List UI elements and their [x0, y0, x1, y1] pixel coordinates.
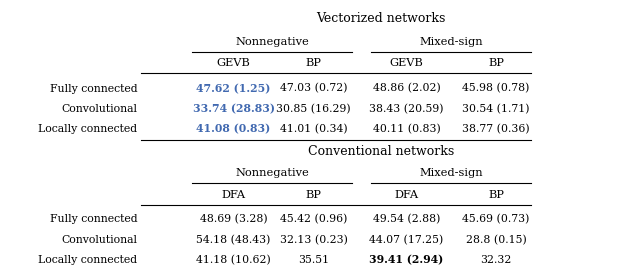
Text: BP: BP: [306, 190, 321, 200]
Text: 41.01 (0.34): 41.01 (0.34): [280, 124, 348, 134]
Text: Nonnegative: Nonnegative: [235, 168, 309, 178]
Text: Convolutional: Convolutional: [61, 235, 138, 245]
Text: 32.32: 32.32: [480, 255, 512, 265]
Text: 41.08 (0.83): 41.08 (0.83): [196, 124, 271, 134]
Text: 35.51: 35.51: [298, 255, 329, 265]
Text: 39.41 (2.94): 39.41 (2.94): [369, 254, 444, 265]
Text: 30.85 (16.29): 30.85 (16.29): [276, 104, 351, 114]
Text: GEVB: GEVB: [217, 58, 250, 69]
Text: Vectorized networks: Vectorized networks: [316, 12, 445, 25]
Text: Conventional networks: Conventional networks: [308, 145, 454, 158]
Text: BP: BP: [488, 58, 504, 69]
Text: 38.77 (0.36): 38.77 (0.36): [462, 124, 530, 134]
Text: Mixed-sign: Mixed-sign: [419, 168, 483, 178]
Text: 49.54 (2.88): 49.54 (2.88): [372, 214, 440, 224]
Text: BP: BP: [488, 190, 504, 200]
Text: GEVB: GEVB: [390, 58, 423, 69]
Text: 30.54 (1.71): 30.54 (1.71): [462, 104, 530, 114]
Text: DFA: DFA: [394, 190, 419, 200]
Text: Mixed-sign: Mixed-sign: [419, 37, 483, 47]
Text: Fully connected: Fully connected: [50, 83, 138, 94]
Text: 47.62 (1.25): 47.62 (1.25): [196, 83, 271, 94]
Text: Nonnegative: Nonnegative: [235, 37, 309, 47]
Text: 41.18 (10.62): 41.18 (10.62): [196, 255, 271, 265]
Text: 32.13 (0.23): 32.13 (0.23): [280, 235, 348, 245]
Text: BP: BP: [306, 58, 321, 69]
Text: 44.07 (17.25): 44.07 (17.25): [369, 235, 444, 245]
Text: 45.42 (0.96): 45.42 (0.96): [280, 214, 348, 224]
Text: Locally connected: Locally connected: [38, 255, 138, 265]
Text: 38.43 (20.59): 38.43 (20.59): [369, 104, 444, 114]
Text: 48.86 (2.02): 48.86 (2.02): [372, 83, 440, 94]
Text: 47.03 (0.72): 47.03 (0.72): [280, 83, 348, 94]
Text: Locally connected: Locally connected: [38, 124, 138, 134]
Text: 48.69 (3.28): 48.69 (3.28): [200, 214, 268, 224]
Text: 45.69 (0.73): 45.69 (0.73): [462, 214, 530, 224]
Text: Fully connected: Fully connected: [50, 214, 138, 224]
Text: 28.8 (0.15): 28.8 (0.15): [466, 235, 526, 245]
Text: 54.18 (48.43): 54.18 (48.43): [196, 235, 271, 245]
Text: 40.11 (0.83): 40.11 (0.83): [372, 124, 440, 134]
Text: DFA: DFA: [221, 190, 246, 200]
Text: 45.98 (0.78): 45.98 (0.78): [462, 83, 530, 94]
Text: 33.74 (28.83): 33.74 (28.83): [193, 104, 275, 114]
Text: Convolutional: Convolutional: [61, 104, 138, 114]
